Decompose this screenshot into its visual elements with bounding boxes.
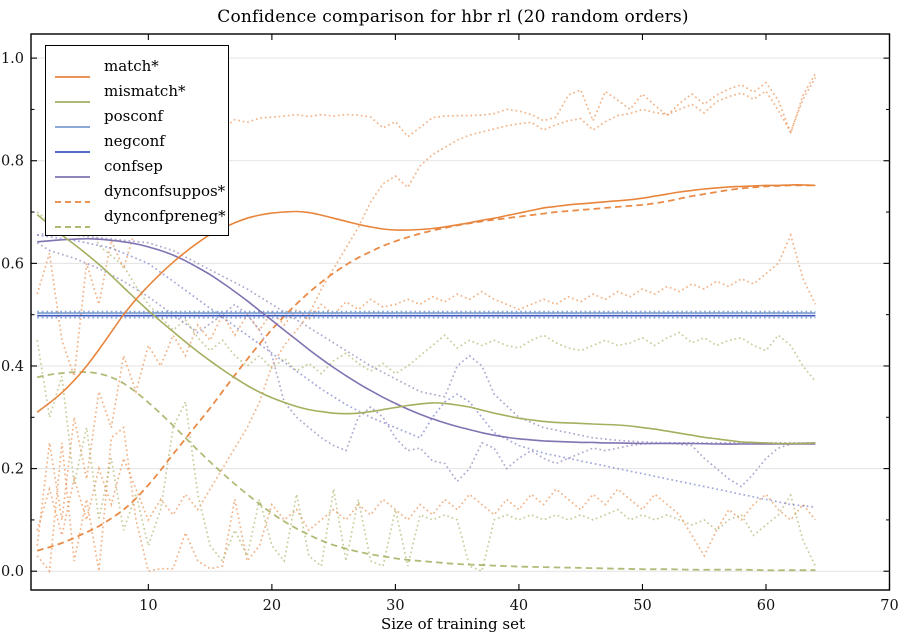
chart-title: Confidence comparison for hbr rl (20 ran… [217, 7, 689, 27]
legend-line-sample [55, 139, 90, 153]
x-tick-label: 30 [386, 598, 404, 614]
series-confsep-upper-envelope [37, 231, 816, 444]
legend-label: dynconfsuppos* [104, 181, 226, 200]
y-tick-label: 0.0 [1, 564, 24, 580]
legend-item-dynconfsuppos: dynconfsuppos* [55, 178, 225, 203]
series-mismatch-lower-envelope [36, 340, 817, 573]
x-tick-label: 70 [880, 598, 898, 614]
x-tick-label: 60 [757, 598, 775, 614]
legend-label: posconf [104, 106, 163, 125]
legend-line-sample [55, 89, 90, 103]
legend-line-sample [55, 64, 90, 78]
series-confsep [37, 237, 816, 445]
y-tick-label: 0.8 [1, 154, 24, 170]
legend: match* mismatch* posconf negconf confsep dync… [45, 45, 229, 236]
legend-label: dynconfpreneg* [104, 206, 226, 225]
series-confsep-lower-envelope [36, 242, 816, 488]
y-tick-label: 1.0 [1, 51, 24, 67]
legend-label: match* [104, 56, 159, 75]
series-mismatch [36, 213, 816, 445]
y-tick-label: 0.6 [1, 256, 24, 272]
series-dynconfsuppos-lower-envelope [36, 425, 817, 574]
legend-item-match: match* [55, 53, 218, 78]
series-negconf-envelope [37, 234, 816, 508]
series-dynconfpreneg [36, 371, 816, 572]
legend-line-sample [55, 114, 90, 128]
y-tick-label: 0.4 [1, 359, 24, 375]
legend-line-sample [55, 214, 90, 228]
x-tick-label: 10 [139, 598, 157, 614]
x-tick-label: 20 [263, 598, 281, 614]
plot-border [30, 33, 891, 591]
legend-line-sample [55, 189, 90, 203]
legend-line-sample [55, 164, 90, 178]
legend-item-negconf: negconf [55, 128, 218, 153]
series-dynconfsuppos [36, 184, 816, 552]
legend-label: confsep [104, 156, 163, 175]
series-match-lower-envelope [36, 232, 817, 546]
legend-item-mismatch: mismatch* [55, 78, 218, 103]
legend-item-posconf: posconf [55, 103, 218, 128]
legend-item-confsep: confsep [55, 153, 218, 178]
x-tick-label: 40 [510, 598, 528, 614]
series-mismatch-upper-envelope [36, 199, 817, 382]
x-tick-label: 50 [633, 598, 651, 614]
series-match [36, 184, 816, 413]
x-axis-label: Size of training set [380, 615, 525, 633]
legend-label: mismatch* [104, 81, 186, 100]
legend-label: negconf [104, 131, 165, 150]
legend-item-dynconfpreneg: dynconfpreneg* [55, 203, 226, 228]
y-tick-label: 0.2 [1, 462, 24, 478]
